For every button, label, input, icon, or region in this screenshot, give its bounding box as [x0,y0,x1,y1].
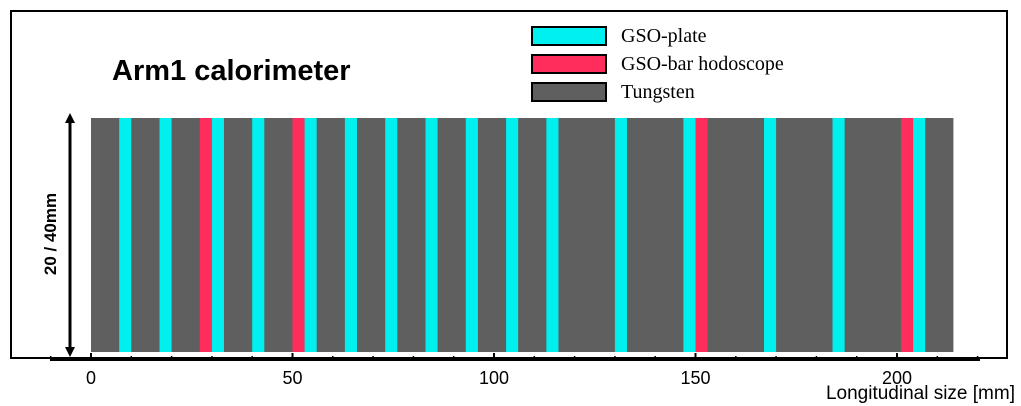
gso-plate-layer-4 [252,118,265,352]
gso-plate-layer-11 [506,118,519,352]
gso-plate-layer-10 [465,118,478,352]
layer-group [119,118,926,352]
gso-bar-hodoscope-layer-5 [292,118,305,352]
legend-swatch-tungsten [531,82,607,102]
diagram-frame [10,10,1008,359]
gso-plate-layer-17 [832,118,845,352]
x-tick-label-100: 100 [479,368,509,388]
gso-plate-layer-1 [159,118,172,352]
x-tick-label-150: 150 [680,368,710,388]
gso-bar-hodoscope-layer-2 [199,118,212,352]
legend-swatch-gso-bar-hodoscope [531,54,607,74]
tungsten-body [91,118,954,352]
legend-label-gso-plate: GSO-plate [621,25,707,47]
gso-bar-hodoscope-layer-18 [901,118,914,352]
diagram-title: Arm1 calorimeter [112,55,351,87]
gso-plate-layer-14 [683,118,696,352]
gso-plate-layer-12 [546,118,559,352]
gso-plate-layer-13 [614,118,627,352]
gso-plate-layer-7 [344,118,357,352]
x-tick-label-0: 0 [86,368,96,388]
gso-plate-layer-9 [425,118,438,352]
x-axis-ticks: 0 50 100 150 200 [49,353,979,388]
gso-bar-hodoscope-layer-15 [695,118,708,352]
x-axis-label: Longitudinal size [mm] [825,383,1015,404]
gso-plate-layer-0 [119,118,132,352]
gso-plate-layer-19 [913,118,926,352]
gso-plate-layer-16 [764,118,777,352]
gso-plate-layer-6 [304,118,317,352]
x-tick-label-50: 50 [282,368,302,388]
legend-label-tungsten: Tungsten [621,81,695,103]
x-tick-label-200: 200 [882,368,912,388]
legend-swatch-gso-plate [531,26,607,46]
legend-label-gso-bar-hodoscope: GSO-bar hodoscope [621,53,784,75]
gso-plate-layer-3 [211,118,224,352]
gso-plate-layer-8 [385,118,398,352]
